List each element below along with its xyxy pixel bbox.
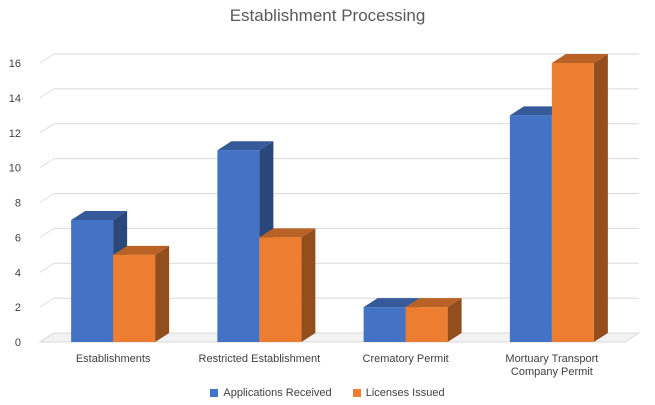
bar-licenses-issued-restricted-establishment [259,237,302,342]
bar-applications-received-establishments [71,219,114,342]
bar-applications-received-crematory-permit [363,307,406,342]
gridline-side [39,123,55,134]
bar-applications-received-restricted-establishment [217,150,260,342]
gridline-side [39,158,55,169]
x-tick-label: Restricted Establishment [199,353,321,365]
y-tick-label: 10 [9,163,21,175]
x-tick-label: Crematory Permit [363,353,449,365]
y-tick-label: 16 [9,58,21,70]
bar-top-applications-received-crematory-permit [363,298,420,308]
y-tick-label: 2 [15,302,21,314]
chart-legend: Applications Received Licenses Issued [0,387,655,400]
bar-side-licenses-issued-establishments [155,245,170,342]
bar-side-licenses-issued-mortuary-transport-company-permit [593,54,608,342]
legend-swatch-applications-received [210,389,219,397]
chart-title: Establishment Processing [229,6,426,25]
legend-label-applications-received: Applications Received [223,387,332,399]
x-tick-label: Company Permit [511,366,593,378]
y-tick-label: 12 [9,128,21,140]
x-tick-label: Establishments [76,353,151,365]
bar-top-licenses-issued-establishments [113,245,170,255]
bar-side-licenses-issued-restricted-establishment [301,228,316,342]
gridline-side [39,262,55,273]
bar-top-licenses-issued-crematory-permit [405,298,462,308]
gridline-side [39,297,55,308]
y-tick-label: 0 [15,337,21,349]
gridline-side [39,88,55,99]
bar-licenses-issued-mortuary-transport-company-permit [551,63,594,342]
bar-side-licenses-issued-crematory-permit [447,298,462,342]
gridline-side [39,227,55,238]
bar-top-licenses-issued-mortuary-transport-company-permit [551,54,608,63]
y-tick-label: 8 [15,198,21,210]
gridline-side [39,193,55,203]
x-tick-label: Mortuary Transport [505,353,598,365]
bar-licenses-issued-establishments [113,254,156,342]
legend-item-applications-received: Applications Received [210,387,332,399]
legend-item-licenses-issued: Licenses Issued [352,387,445,399]
bar-top-applications-received-restricted-establishment [217,141,274,151]
bar-applications-received-mortuary-transport-company-permit [509,115,552,342]
legend-label-licenses-issued: Licenses Issued [365,387,445,399]
gridline-side [39,53,55,64]
bar-top-applications-received-establishments [71,210,128,220]
legend-swatch-licenses-issued [352,389,361,397]
y-tick-label: 6 [15,232,21,244]
bar-top-licenses-issued-restricted-establishment [259,228,316,238]
bar-licenses-issued-crematory-permit [405,307,448,342]
y-tick-label: 4 [15,267,21,279]
y-tick-label: 14 [9,93,21,105]
